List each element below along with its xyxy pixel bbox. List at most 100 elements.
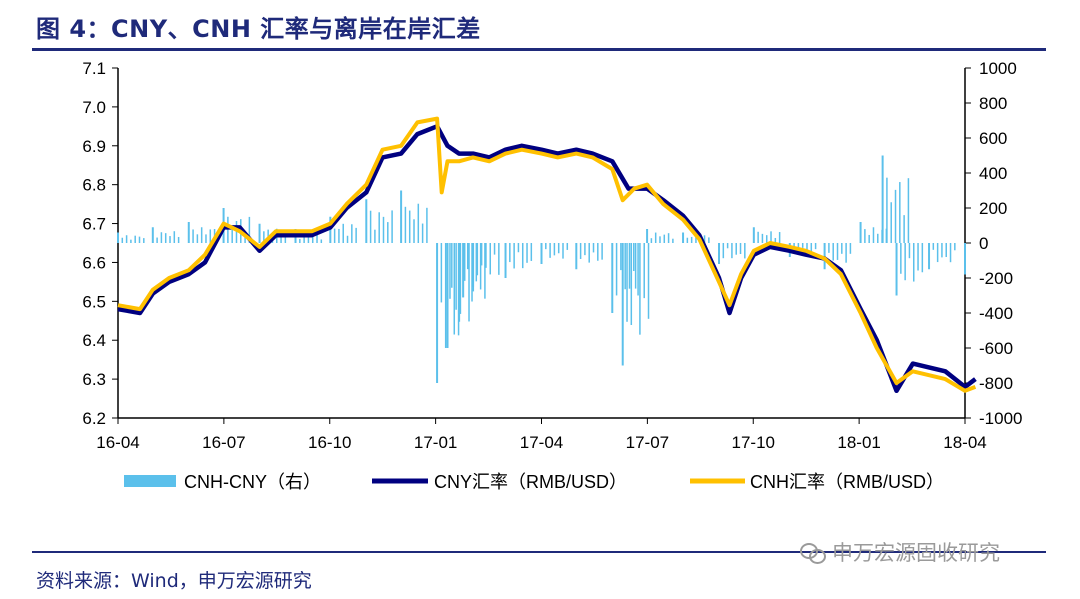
spread-bar	[299, 238, 301, 243]
series-lines	[117, 116, 977, 394]
x-tick-label: 16-07	[202, 433, 245, 452]
spread-bar	[726, 243, 729, 249]
spread-bar	[907, 178, 910, 243]
spread-bar	[682, 232, 685, 243]
spread-bar	[562, 243, 564, 259]
spread-bar	[235, 221, 238, 243]
spread-bar	[417, 203, 420, 243]
spread-bar	[472, 243, 475, 287]
right-tick-label: -200	[979, 269, 1013, 288]
right-tick-label: 400	[979, 164, 1007, 183]
spread-bar	[634, 243, 637, 289]
spread-bar	[378, 212, 380, 243]
spread-bar	[890, 202, 892, 243]
spread-bar	[355, 227, 357, 243]
spread-bar	[440, 243, 443, 303]
spread-bar	[761, 233, 764, 243]
left-tick-label: 7.1	[82, 59, 106, 78]
spread-bar	[320, 239, 323, 243]
spread-bar	[810, 243, 813, 252]
spread-bar	[633, 243, 635, 272]
spread-bar	[735, 243, 737, 255]
spread-bar	[841, 243, 843, 254]
spread-bar	[592, 243, 595, 253]
right-tick-label: 800	[979, 94, 1007, 113]
spread-bar	[117, 232, 119, 243]
left-tick-label: 6.3	[82, 370, 106, 389]
footer-divider	[32, 551, 1046, 553]
spread-bar	[628, 243, 631, 289]
spread-bar	[903, 215, 905, 243]
spread-bar	[650, 238, 653, 243]
spread-bar	[639, 243, 641, 335]
spread-bar	[718, 243, 721, 264]
spread-bar	[426, 207, 428, 243]
chart-title: 图 4：CNY、CNH 汇率与离岸在岸汇差	[36, 15, 481, 43]
legend-label-cny: CNY汇率（RMB/USD）	[434, 472, 627, 492]
spread-bar	[134, 235, 136, 243]
spread-bar	[739, 243, 742, 255]
spread-bar	[703, 235, 706, 243]
spread-bar	[143, 238, 145, 243]
spread-bar	[575, 243, 578, 270]
spread-bar	[484, 243, 486, 299]
spread-bar	[823, 243, 826, 270]
spread-bar	[526, 243, 528, 263]
spread-bar	[654, 232, 657, 243]
spread-bar	[894, 189, 897, 243]
spread-bar	[258, 223, 261, 243]
spread-bar	[912, 243, 915, 282]
spread-bar	[485, 243, 487, 268]
spread-bar	[509, 243, 511, 263]
spread-bar	[908, 243, 911, 259]
x-tick-label: 18-01	[837, 433, 880, 452]
legend: CNH-CNY（右） CNY汇率（RMB/USD） CNH汇率（RMB/USD）	[124, 472, 944, 492]
spread-bar	[177, 236, 180, 243]
spread-bar	[205, 234, 207, 243]
left-tick-label: 6.7	[82, 215, 106, 234]
spread-bar	[169, 236, 171, 243]
spread-bar	[695, 235, 697, 243]
spread-bar	[173, 231, 176, 243]
spread-bar	[954, 243, 956, 251]
spread-bar	[832, 243, 834, 261]
spread-bar	[722, 243, 725, 259]
spread-bar	[404, 206, 407, 243]
spread-bar	[621, 243, 624, 366]
spread-bar	[611, 243, 614, 313]
x-tick-label: 16-10	[308, 433, 351, 452]
spread-bar	[463, 243, 466, 281]
spread-bar	[160, 232, 163, 243]
spread-bar	[436, 243, 439, 383]
spread-bar	[449, 243, 451, 299]
x-tick-label: 17-10	[732, 433, 775, 452]
spread-bar	[382, 216, 385, 243]
spread-bar	[637, 243, 639, 296]
spread-bar	[553, 243, 556, 256]
spread-bar	[489, 243, 491, 275]
spread-bar	[647, 243, 650, 319]
spread-bar	[949, 243, 952, 263]
legend-label-cnh: CNH汇率（RMB/USD）	[750, 472, 944, 492]
wechat-icon	[800, 541, 826, 564]
spread-bar	[941, 243, 943, 258]
spread-bar	[480, 243, 483, 266]
cnh-line	[117, 116, 977, 393]
spread-bar	[836, 243, 839, 260]
spread-bar	[881, 155, 884, 243]
spread-bar	[476, 243, 479, 276]
spread-bar	[964, 243, 966, 275]
spread-bar	[686, 237, 689, 243]
right-tick-label: 0	[979, 234, 988, 253]
spread-bar	[899, 182, 901, 243]
spread-bar	[471, 243, 473, 302]
spread-bar	[346, 235, 349, 243]
spread-bar	[248, 216, 251, 243]
spread-bar	[626, 243, 628, 322]
spread-bar	[374, 229, 376, 243]
spread-bar	[778, 232, 781, 243]
spread-bar	[387, 222, 389, 243]
spread-bar	[545, 243, 547, 250]
spread-bar	[164, 233, 167, 243]
spread-bar	[752, 227, 755, 243]
